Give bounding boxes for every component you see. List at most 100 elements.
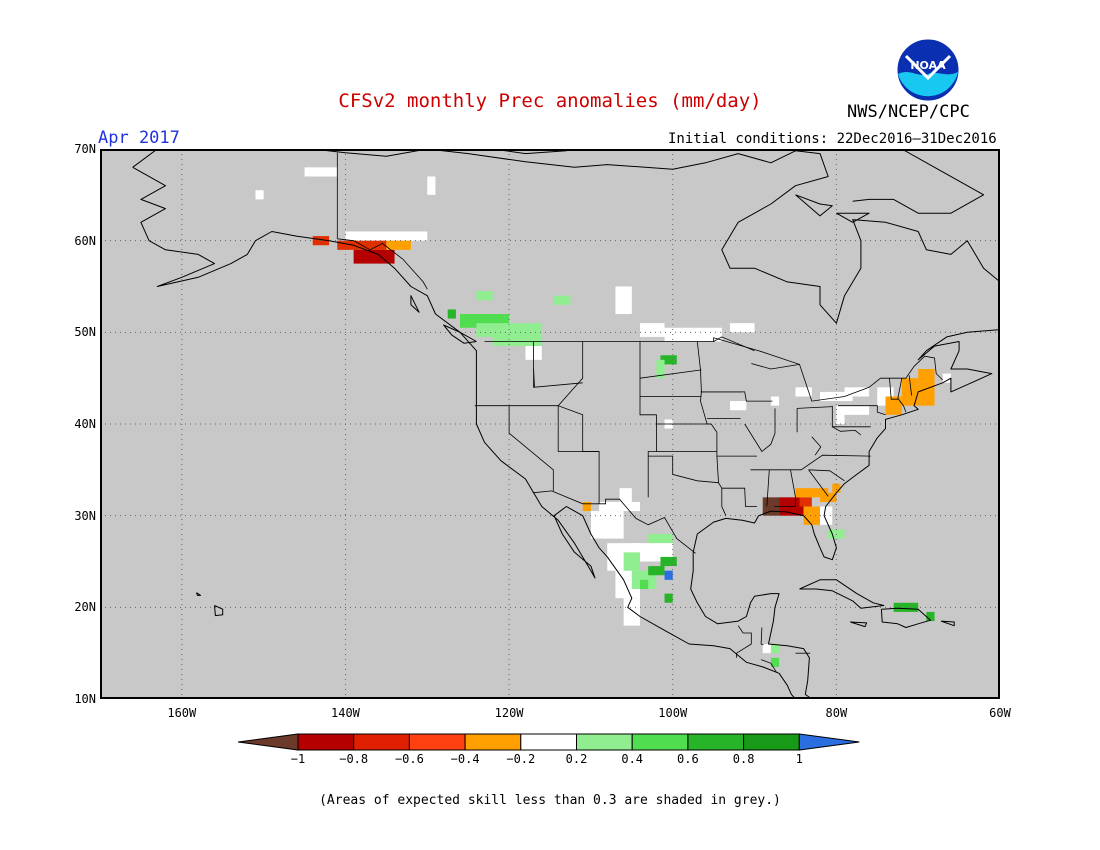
political-border [760, 627, 764, 646]
political-border [908, 375, 912, 396]
anomaly-cell [476, 323, 542, 337]
political-border [838, 405, 886, 416]
longitude-tick-label: 60W [989, 706, 1011, 720]
precip-anomaly-map [100, 149, 1000, 699]
coastline [880, 607, 931, 628]
anomaly-cell [836, 405, 870, 415]
anomaly-cell [836, 414, 845, 424]
political-border [744, 408, 776, 453]
anomaly-cell [599, 501, 640, 512]
coastline [196, 592, 202, 596]
colorbar-segment [520, 733, 577, 751]
anomaly-cell [762, 644, 771, 654]
anomaly-cell [631, 543, 673, 562]
latitude-tick-label: 10N [74, 692, 96, 706]
anomaly-cell [885, 396, 902, 415]
anomaly-cell [345, 231, 428, 241]
anomaly-cell [590, 511, 624, 539]
colorbar-segment [408, 733, 466, 751]
latitude-tick-label: 70N [74, 142, 96, 156]
anomaly-cell [623, 552, 640, 571]
valid-month-label: Apr 2017 [98, 128, 180, 148]
political-border [700, 391, 750, 402]
anomaly-cell [656, 359, 665, 379]
coastline [852, 149, 985, 214]
colorbar-segment [576, 733, 633, 751]
anomaly-cell [664, 593, 673, 603]
initial-conditions-label: Initial conditions: 22Dec2016–31Dec2016 [668, 131, 997, 147]
anomaly-cell [640, 323, 665, 337]
anomaly-cell [476, 291, 493, 301]
colorbar-label: 0.4 [621, 752, 644, 766]
coastline [940, 620, 955, 627]
anomaly-cell [353, 249, 395, 264]
anomaly-cell [660, 556, 677, 567]
anomaly-cell [901, 378, 919, 406]
political-border [774, 469, 796, 507]
anomaly-cell [803, 506, 820, 525]
colorbar [238, 733, 860, 751]
anomaly-cell [664, 570, 673, 580]
colorbar-label: −0.4 [450, 752, 480, 766]
anomaly-cell [447, 309, 456, 319]
political-border [766, 469, 770, 507]
political-border [696, 341, 727, 516]
anomaly-cell [554, 295, 571, 305]
colorbar-segment [464, 733, 522, 751]
anomaly-cell [427, 176, 436, 195]
anomaly-cell [795, 387, 812, 397]
anomaly-cell [820, 391, 853, 402]
colorbar-segment [238, 733, 299, 751]
colorbar-label: −1 [290, 752, 306, 766]
colorbar-segment [353, 733, 410, 751]
organization-label: NWS/NCEP/CPC [847, 102, 970, 122]
anomaly-cell [619, 488, 632, 502]
political-border [811, 436, 822, 456]
anomaly-cell [730, 323, 755, 333]
political-border [832, 426, 862, 436]
coastline [132, 166, 796, 699]
map-frame [100, 149, 1000, 699]
anomaly-cell [795, 488, 829, 498]
political-border [808, 469, 829, 497]
colorbar-label: 0.6 [677, 752, 699, 766]
political-border [639, 341, 657, 498]
anomaly-cell [648, 534, 673, 544]
coastline [850, 621, 868, 628]
political-border [532, 490, 696, 554]
anomaly-cell [942, 373, 951, 383]
political-border [337, 238, 428, 290]
political-border [808, 469, 845, 482]
political-border [889, 378, 907, 413]
anomaly-cell [926, 611, 935, 622]
coastline [214, 605, 224, 617]
noaa-logo-icon: NOAA [896, 38, 960, 102]
political-border [533, 341, 583, 388]
colorbar-label: −0.6 [394, 752, 424, 766]
colorbar-label: −0.8 [339, 752, 369, 766]
political-border [508, 405, 554, 491]
political-border [760, 659, 777, 673]
colorbar-label: 1 [795, 752, 803, 766]
anomaly-cell [799, 497, 812, 507]
colorbar-label: 0.8 [732, 752, 755, 766]
anomaly-cell [640, 579, 649, 589]
anomaly-cell [770, 657, 780, 667]
political-border [750, 454, 871, 471]
map-title: CFSv2 monthly Prec anomalies (mm/day) [338, 90, 762, 112]
coastline [799, 579, 885, 609]
border-layer [336, 152, 943, 673]
coastline [132, 149, 1000, 699]
skill-footnote: (Areas of expected skill less than 0.3 a… [319, 793, 781, 808]
anomaly-cell [832, 483, 841, 493]
political-border [721, 487, 757, 507]
political-border [751, 363, 800, 370]
political-border [897, 378, 903, 400]
anomaly-cell [770, 396, 780, 406]
colorbar-label: −0.2 [506, 752, 536, 766]
political-border [533, 368, 535, 388]
longitude-tick-label: 140W [331, 706, 360, 720]
anomaly-cell [386, 240, 411, 250]
political-border [797, 406, 833, 409]
anomaly-cell [255, 190, 264, 200]
